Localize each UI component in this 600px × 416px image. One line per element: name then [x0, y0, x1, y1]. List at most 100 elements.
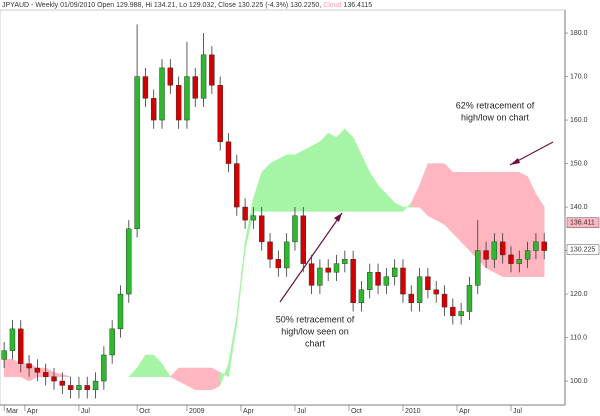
candle-body [475, 250, 481, 286]
candle-body [367, 272, 373, 290]
title-text: JPYAUD - Weekly 01/09/2010 Open 129.988,… [2, 2, 321, 9]
cloud-segment [444, 162, 454, 234]
candle-body [18, 328, 24, 364]
candle-body [483, 250, 489, 260]
arrow-head [510, 158, 520, 165]
cloud-value: 136.4115 [343, 2, 372, 9]
cloud-segment [452, 172, 462, 243]
cloud-segment [278, 154, 287, 212]
cloud-segment [460, 172, 470, 252]
candle-body [541, 241, 547, 251]
candle-body [242, 206, 248, 221]
cloud-segment [427, 163, 437, 221]
candle-body [308, 263, 315, 286]
candle-body [275, 259, 282, 269]
candle-body [192, 76, 198, 99]
candle-body [425, 276, 431, 290]
candle-body [26, 363, 32, 369]
arrow-head [334, 213, 342, 222]
annotation: 50% retracement of [276, 314, 355, 324]
candle-body [184, 76, 190, 121]
cloud-legend: Cloud [323, 2, 341, 9]
x-tick-label: Apr [459, 408, 471, 415]
candle-body [217, 85, 223, 143]
x-tick-label: 2009 [189, 408, 205, 415]
candle-body [159, 67, 165, 121]
candle-body [200, 54, 207, 99]
candle-body [283, 241, 290, 269]
cloud-segment [469, 172, 479, 260]
price-marker-label: 130.225 [570, 246, 595, 253]
y-tick-label: 140.0 [570, 204, 588, 211]
candle-body [391, 267, 398, 277]
candle-body [342, 259, 348, 264]
y-tick-label: 110.0 [570, 334, 587, 341]
candle-body [333, 263, 340, 273]
cloud-segment [494, 172, 503, 278]
candle-body [209, 54, 215, 86]
cloud-segment [535, 193, 545, 277]
cloud-segment [261, 162, 271, 212]
cloud-segment [344, 128, 354, 212]
x-tick-label: Jul [297, 408, 306, 415]
candle-body [358, 289, 365, 303]
candle-body [317, 267, 323, 286]
arrow-50 [279, 212, 343, 303]
candle-body [126, 228, 132, 295]
y-tick-label: 160.0 [570, 117, 588, 124]
candle-body [109, 328, 115, 356]
annotation: high/low on chart [461, 112, 530, 122]
candle-body [400, 267, 406, 295]
candle-body [491, 241, 498, 260]
candle-body [416, 276, 423, 303]
cloud-segment [294, 150, 304, 212]
candle-body [92, 380, 99, 390]
y-tick-label: 150.0 [570, 160, 588, 167]
candle-body [151, 98, 157, 121]
candle-body [34, 367, 41, 373]
cloud-segment [527, 176, 537, 277]
candle-body [42, 372, 49, 377]
candle-body [458, 311, 464, 317]
candle-body [9, 328, 16, 351]
candle-body [524, 250, 531, 260]
candle-body [267, 241, 273, 260]
x-tick-label: Oct [139, 408, 150, 415]
candle-body [142, 76, 149, 99]
cloud-segment [161, 362, 171, 377]
candle-body [84, 385, 90, 390]
annotation: chart [305, 338, 326, 348]
candle-body [508, 254, 514, 264]
candle-body [101, 354, 107, 382]
candle-body [259, 215, 265, 243]
candle-body [383, 276, 390, 286]
price-marker [566, 217, 600, 228]
price-marker [566, 244, 600, 255]
cloud-segment [303, 145, 312, 212]
candle-body [375, 272, 381, 286]
cloud-segment [195, 367, 204, 391]
candle-body [516, 259, 523, 264]
annotation: 62% retracement of [456, 100, 535, 110]
cloud-segment [319, 132, 329, 212]
cloud-segment [311, 141, 321, 212]
x-tick-label: Apr [243, 408, 255, 415]
chart-title: JPYAUD - Weekly 01/09/2010 Open 129.988,… [2, 2, 372, 9]
x-tick-label: 2010 [405, 408, 421, 415]
cloud-segment [435, 163, 445, 225]
candle-body [450, 306, 456, 317]
cloud-segment [203, 367, 213, 391]
candle-body [441, 293, 448, 308]
y-tick-label: 180.0 [570, 30, 588, 37]
candle-body [234, 163, 240, 208]
cloud-segment [3, 359, 13, 377]
candle-body [533, 241, 539, 251]
x-tick-label: Mar [6, 408, 19, 415]
x-tick-label: Apr [27, 408, 39, 415]
candle-body [1, 350, 7, 360]
candle-body [134, 76, 140, 230]
x-tick-label: Jul [513, 408, 522, 415]
candle-body [499, 241, 506, 256]
x-tick-label: Oct [351, 408, 362, 415]
